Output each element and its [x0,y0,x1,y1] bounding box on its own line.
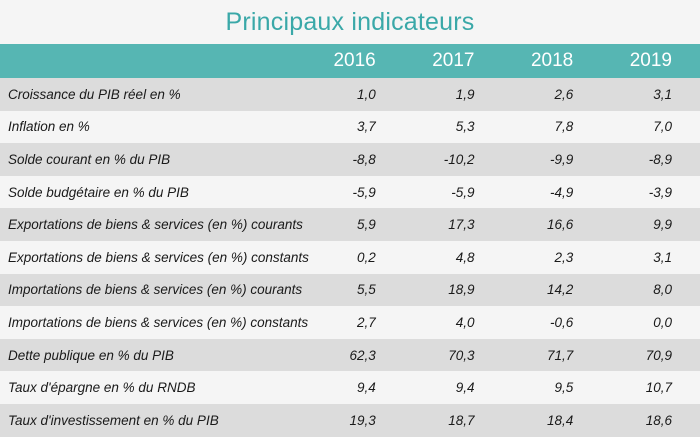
row-value-2018: 18,4 [546,412,574,428]
header-row: 2016 2017 2018 2019 [0,44,700,78]
table-row: Inflation en % 3,7 5,3 7,8 7,0 [0,110,700,144]
row-value-2018: 14,2 [546,282,574,298]
row-value-2016: 5,9 [356,217,376,233]
row-value-2016: 9,4 [356,380,376,396]
row-value-2016: 19,3 [349,412,376,428]
row-value-2019: 0,0 [653,314,672,330]
row-value-2017: -5,9 [451,184,475,200]
table-title: Principaux indicateurs [225,8,475,36]
table-row: Dette publique en % du PIB 62,3 70,3 71,7 70… [0,338,700,372]
row-value-2016: 1,0 [356,86,376,102]
row-value-2018: -4,9 [549,184,574,200]
table-row: Exportations de biens & services (en %) … [0,240,700,274]
row-value-2017: 9,4 [455,380,475,396]
row-value-2019: 3,1 [653,86,672,102]
header-label-cell [0,44,305,78]
row-value-2017: -10,2 [443,151,475,167]
row-value-2018: 16,6 [546,217,574,233]
row-value-2016: 0,2 [356,249,376,265]
table-row: Croissance du PIB réel en % 1,0 1,9 2,6 3,1 [0,78,700,111]
row-value-2018: -9,9 [549,151,574,167]
row-label: Exportations de biens & services (en %) … [8,249,309,265]
row-value-2017: 18,7 [448,412,475,428]
row-value-2016: 2,7 [356,314,376,330]
row-value-2018: 9,5 [554,380,574,396]
row-value-2017: 1,9 [455,86,475,102]
row-value-2017: 5,3 [455,119,475,135]
table-row: Taux d'investissement en % du PIB 19,3 18,… [0,403,700,437]
row-value-2017: 4,0 [455,314,475,330]
table-row: Importations de biens & services (en %) … [0,273,700,307]
row-value-2019: 9,9 [653,217,672,233]
table-row: Taux d'épargne en % du RNDB 9,4 9,4 9,5 10,7 [0,371,700,404]
row-label: Solde courant en % du PIB [8,151,171,167]
row-value-2019: -3,9 [648,184,672,200]
row-value-2019: 8,0 [653,282,672,298]
row-value-2019: -8,9 [648,151,672,167]
row-value-2019: 3,1 [653,249,672,265]
indicators-table: 2016 2017 2018 2019 Croissance du PIB ré… [0,44,700,437]
row-label: Croissance du PIB réel en % [8,86,181,102]
table-row: Importations de biens & services (en %) … [0,306,700,339]
row-label: Importations de biens & services (en %) … [8,314,309,330]
row-value-2018: 2,3 [554,249,574,265]
row-value-2017: 4,8 [455,249,475,265]
row-value-2019: 70,9 [645,347,672,363]
row-label: Taux d'investissement en % du PIB [8,412,219,428]
header-year: 2016 [333,50,376,71]
row-value-2019: 18,6 [645,412,672,428]
header-year: 2018 [530,50,574,71]
row-label: Importations de biens & services (en %) … [8,282,303,298]
row-value-2019: 10,7 [645,380,672,396]
row-label: Dette publique en % du PIB [8,347,174,363]
header-year: 2019 [629,50,672,71]
row-value-2018: 71,7 [546,347,574,363]
table-row: Exportations de biens & services (en %) … [0,208,700,241]
row-value-2017: 70,3 [448,347,475,363]
table-body: Croissance du PIB réel en % 1,0 1,9 2,6 3,1 I… [0,78,700,437]
table-row: Solde courant en % du PIB -8,8 -10,2 -9,9 -8… [0,143,700,176]
row-value-2016: -5,9 [352,184,376,200]
row-value-2017: 17,3 [448,217,475,233]
row-value-2019: 7,0 [653,119,672,135]
row-value-2016: 5,5 [356,282,376,298]
row-value-2017: 18,9 [448,282,475,298]
row-value-2016: 3,7 [356,119,376,135]
row-value-2016: 62,3 [349,347,376,363]
row-value-2018: -0,6 [549,314,574,330]
row-value-2018: 7,8 [554,119,574,135]
header-year: 2017 [432,50,475,71]
row-label: Taux d'épargne en % du RNDB [8,380,196,396]
row-label: Solde budgétaire en % du PIB [8,184,189,200]
row-value-2016: -8,8 [352,151,376,167]
row-label: Exportations de biens & services (en %) … [8,217,303,233]
row-label: Inflation en % [8,119,90,135]
row-value-2018: 2,6 [554,86,574,102]
table-row: Solde budgétaire en % du PIB -5,9 -5,9 -4,9… [0,175,700,209]
